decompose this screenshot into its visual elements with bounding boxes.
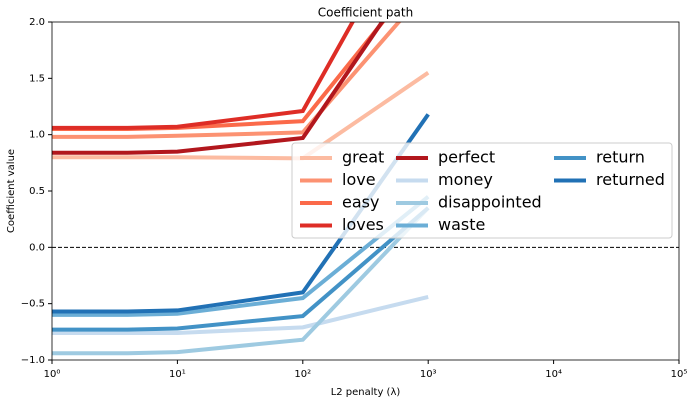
legend-label: money [438,170,493,189]
legend-label: easy [342,193,379,212]
legend: great love easy loves perfect money disappoint… [291,142,673,239]
x-tick-label: 10⁵ [671,369,688,380]
series-line [52,22,402,139]
legend-box [291,142,673,239]
y-tick-label: 1.5 [29,73,45,84]
x-axis-label: L2 penalty (λ) [331,387,401,398]
y-tick-label: −1.0 [21,355,45,366]
y-tick-label: 0.0 [29,242,45,253]
x-tick-label: 10¹ [169,369,186,380]
y-tick-label: 0.5 [29,186,45,197]
legend-label: perfect [438,148,495,167]
chart-title: Coefficient path [318,6,413,20]
series-line [52,206,430,332]
legend-label: disappointed [438,193,542,212]
legend-label: loves [342,215,384,234]
y-tick-label: 1.0 [29,130,45,141]
y-tick-label: −0.5 [21,299,45,310]
legend-label: love [342,170,376,189]
legend-label: great [342,148,384,167]
x-tick-label: 10⁴ [545,369,562,380]
series-line [52,294,429,335]
series-line [52,195,430,317]
series-line [52,22,355,130]
series-line [52,22,385,155]
y-axis-label: Coefficient value [6,149,17,233]
legend-label: return [596,148,645,167]
x-tick-label: 10² [294,369,311,380]
series-line [52,71,430,161]
plot-area [52,22,679,356]
x-tick-label: 10³ [420,369,437,380]
legend-label: waste [438,215,485,234]
series-line [52,206,430,356]
y-tick-label: 2.0 [29,17,45,28]
x-tick-label: 10⁰ [44,369,61,380]
legend-label: returned [596,170,665,189]
